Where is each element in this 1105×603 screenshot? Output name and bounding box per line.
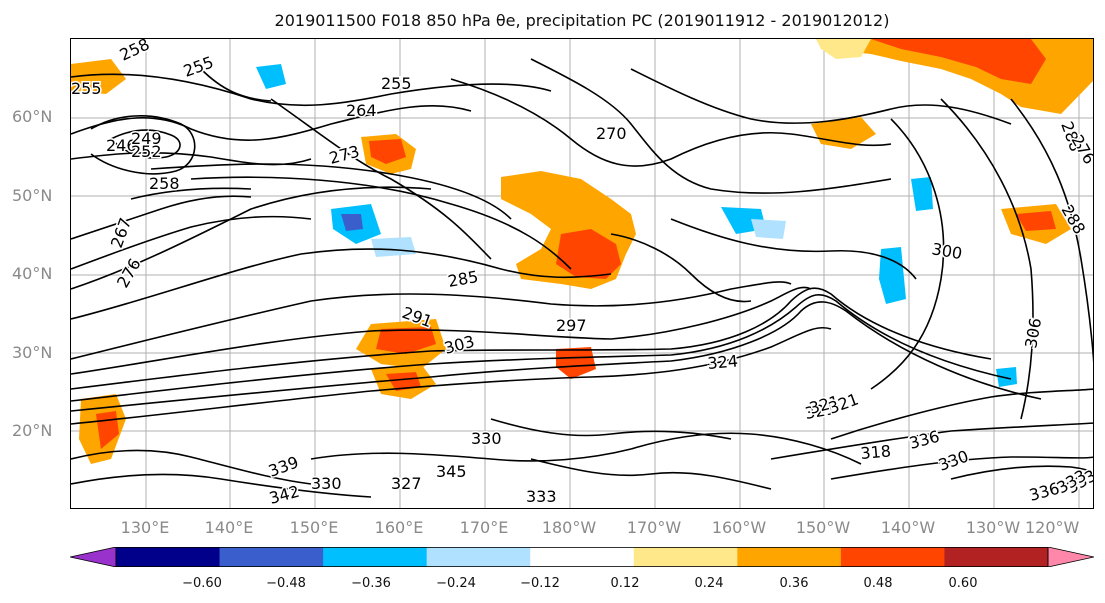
contour-label: 297 (556, 316, 587, 335)
lon-label-170w: 170°W (626, 518, 682, 537)
lon-label-160w: 160°W (711, 518, 767, 537)
contour-label: 258 (117, 39, 153, 65)
contour-label: 330 (936, 446, 971, 474)
contour-label: 330 (311, 474, 342, 493)
colorbar-tick-label: −0.60 (182, 576, 222, 591)
precip-area-subtropical-west-core (376, 327, 436, 354)
contour-label: 252 (131, 142, 162, 161)
theta-e-contours (71, 58, 1093, 498)
contour-label: 342 (267, 482, 301, 508)
precip-area-alaska-yellow (816, 39, 871, 59)
colorbar-segment (116, 547, 221, 567)
precip-negative-coast (911, 177, 933, 211)
colorbar-tick-label: −0.48 (266, 576, 306, 591)
lat-label-60n: 60°N (12, 107, 53, 126)
precip-negative-siberia (256, 64, 286, 89)
precip-area-gulf (811, 117, 876, 149)
precip-area-dateline-south (556, 347, 596, 379)
lon-label-170e: 170°E (459, 518, 509, 537)
lat-label-50n: 50°N (12, 186, 53, 205)
lon-label-150e: 150°E (289, 518, 339, 537)
precip-area-pacific-nw-core (1016, 211, 1056, 231)
colorbar-segment (633, 547, 738, 567)
precip-area-central-core (556, 229, 621, 279)
lon-label-140w: 140°W (880, 518, 936, 537)
contour-label: 324 (707, 351, 739, 373)
colorbar (70, 547, 1094, 567)
colorbar-segment (944, 547, 1049, 567)
colorbar-tick-label: 0.24 (694, 576, 724, 591)
contour-label: 318 (860, 441, 892, 463)
lon-label-120w: 120°W (1025, 518, 1080, 537)
precip-negative-light-2 (751, 219, 786, 239)
colorbar-frame (115, 547, 1049, 567)
contour-label: 321 (803, 399, 836, 423)
contour-label: 270 (596, 124, 627, 143)
lon-label-130w: 130°W (965, 518, 1021, 537)
colorbar-extend-min (70, 547, 117, 567)
contour-label: 246 (106, 136, 137, 155)
colorbar-segment (530, 547, 635, 567)
colorbar-tick-label: 0.12 (610, 576, 640, 591)
lon-label-160e: 160°E (374, 518, 424, 537)
map-canvas: 2582552552462522492582642552732672762912… (71, 39, 1093, 508)
lon-label-140e: 140°E (204, 518, 254, 537)
colorbar-tick-label: 0.48 (863, 576, 893, 591)
contour-label: 306 (1021, 316, 1045, 349)
contour-label: 273 (327, 142, 361, 168)
contour-label: 345 (436, 462, 467, 481)
colorbar-tick-label: −0.36 (351, 576, 391, 591)
precip-negative-light-1 (371, 237, 416, 257)
contour-label: 339 (266, 452, 301, 480)
colorbar-segment (840, 547, 945, 567)
contour-label: 330 (471, 429, 502, 448)
contour-label: 255 (381, 74, 412, 93)
lat-label-40n: 40°N (12, 264, 53, 283)
contour-label: 303 (442, 332, 476, 358)
contour-label: 327 (391, 474, 422, 493)
contour-label: 264 (346, 101, 377, 120)
contour-label: 267 (107, 215, 135, 250)
contour-label: 249 (131, 129, 162, 148)
colorbar-tick-label: 0.60 (948, 576, 978, 591)
contour-label: 333 (526, 487, 557, 506)
lon-label-130e: 130°E (120, 518, 170, 537)
precip-negative-south-east (996, 367, 1017, 387)
colorbar-tick-label: −0.12 (520, 576, 560, 591)
contour-label: 276 (113, 255, 145, 291)
colorbar-segment (323, 547, 428, 567)
colorbar-tick-label: 0.36 (779, 576, 809, 591)
precip-area-nw-corner (71, 59, 126, 94)
colorbar-segment (737, 547, 842, 567)
map-title: 2019011500 F018 850 hPa θe, precipitatio… (274, 11, 890, 30)
precip-negative-hawaii (879, 247, 906, 304)
precip-area-subtropical-south-core (386, 372, 421, 391)
colorbar-tick-label: −0.24 (436, 576, 476, 591)
map-panel: 258 255 255 246 252 249 258 264 255 273 267 276 291 2… (70, 38, 1094, 509)
contour-label: 258 (149, 174, 180, 193)
lon-label-180w: 180°W (541, 518, 597, 537)
precipitation-shading (71, 39, 1093, 464)
lat-label-20n: 20°N (12, 421, 53, 440)
precip-area-kamchatka-core (369, 139, 406, 164)
lon-label-150w: 150°W (795, 518, 851, 537)
precip-area-alaska-core (871, 39, 1046, 84)
contour-label: 285 (446, 267, 479, 291)
contour-label: 300 (930, 239, 963, 263)
contour-label: 255 (181, 52, 216, 80)
colorbar-segment (219, 547, 324, 567)
colorbar-extend-max (1047, 547, 1094, 567)
colorbar-segment (426, 547, 531, 567)
precip-negative-okhotsk-core (341, 214, 363, 231)
lat-label-30n: 30°N (12, 343, 53, 362)
contour-label: 255 (71, 79, 102, 98)
